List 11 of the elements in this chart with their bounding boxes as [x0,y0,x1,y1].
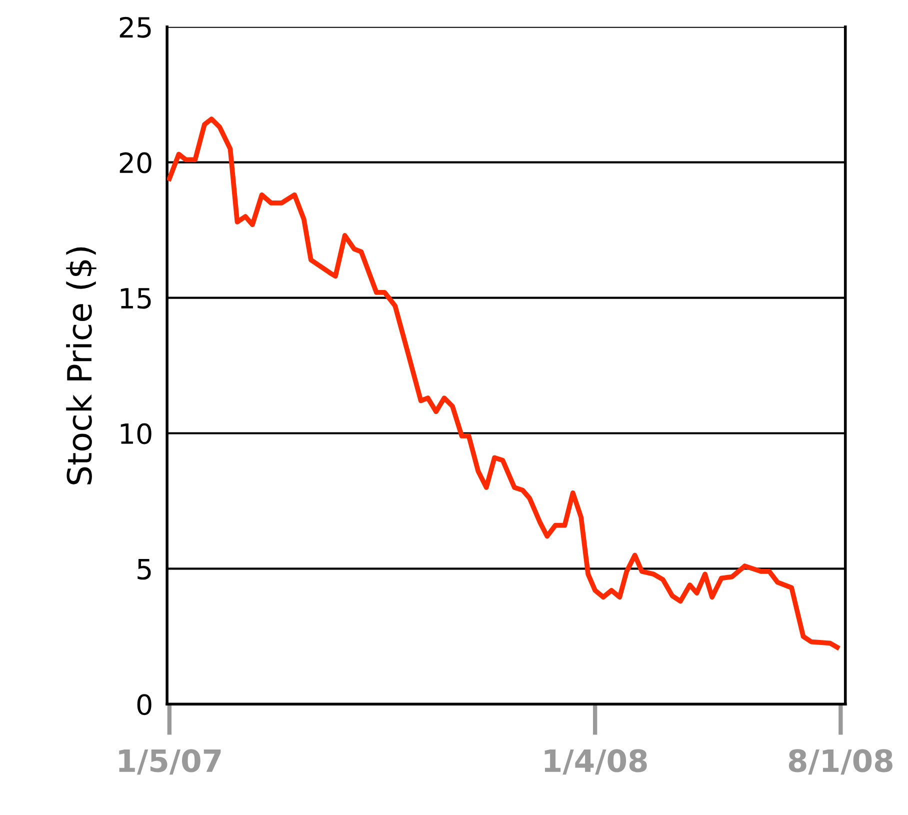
y-tick-label: 20 [120,152,152,174]
y-axis-title: Stock Price ($) [66,247,96,484]
line-series [167,116,840,650]
x-tick-label: 8/1/08 [788,749,892,775]
y-tick-label: 10 [120,423,152,444]
y-tick-label: 0 [137,694,152,716]
x-tick-label: 1/5/07 [119,749,221,775]
y-tick-label: 15 [120,288,151,309]
y-tick-label: 5 [138,559,151,580]
y-tick-label: 25 [120,16,151,38]
x-tick-label: 1/4/08 [544,749,647,775]
